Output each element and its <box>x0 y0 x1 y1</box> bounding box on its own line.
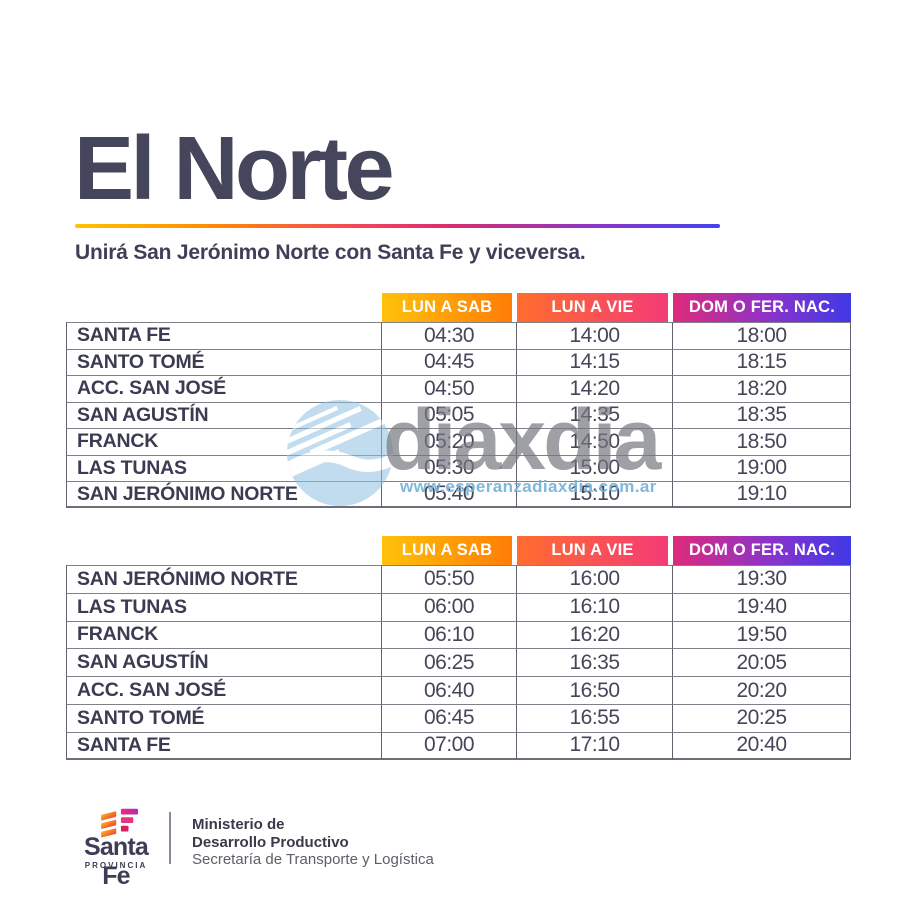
header-spacer <box>66 293 382 322</box>
station-cell: SAN JERÓNIMO NORTE <box>66 565 382 593</box>
col-header-lun-a-sab: LUN A SAB <box>382 293 517 322</box>
table-header-row: LUN A SAB LUN A VIE DOM O FER. NAC. <box>66 293 851 322</box>
station-cell: FRANCK <box>66 428 382 455</box>
table-row: SAN AGUSTÍN 05:05 14:35 18:35 <box>66 401 851 428</box>
time-cell: 16:50 <box>517 676 673 704</box>
table-row: SANTO TOMÉ 06:45 16:55 20:25 <box>66 703 851 732</box>
time-cell: 05:50 <box>382 565 517 593</box>
time-cell: 20:05 <box>673 648 851 677</box>
col-header-lun-a-vie: LUN A VIE <box>517 293 673 322</box>
table-row: FRANCK 05:20 14:50 18:50 <box>66 428 851 455</box>
page-title: El Norte <box>74 119 395 219</box>
col-header-dom-fer-nac: DOM O FER. NAC. <box>673 536 851 565</box>
time-cell: 14:00 <box>517 322 673 349</box>
timetable-return: LUN A SAB LUN A VIE DOM O FER. NAC. SAN … <box>66 536 851 760</box>
time-cell: 20:20 <box>673 676 851 704</box>
table-row: SANTA FE 04:30 14:00 18:00 <box>66 322 851 349</box>
table-row: SANTO TOMÉ 04:45 14:15 18:15 <box>66 348 851 375</box>
time-cell: 18:00 <box>673 322 851 349</box>
ministry-line-3: Secretaría de Transporte y Logística <box>192 851 434 868</box>
col-header-lun-a-vie: LUN A VIE <box>517 536 673 565</box>
table-row: SAN AGUSTÍN 06:25 16:35 20:05 <box>66 648 851 677</box>
station-cell: SAN AGUSTÍN <box>66 648 382 677</box>
ministry-line-2: Desarrollo Productivo <box>192 833 349 851</box>
table-row: FRANCK 06:10 16:20 19:50 <box>66 620 851 649</box>
table-row: SANTA FE 07:00 17:10 20:40 <box>66 731 851 760</box>
footer-divider <box>169 812 171 864</box>
station-cell: SAN AGUSTÍN <box>66 401 382 428</box>
time-cell: 04:45 <box>382 348 517 375</box>
time-cell: 18:50 <box>673 428 851 455</box>
time-cell: 05:30 <box>382 454 517 481</box>
time-cell: 14:35 <box>517 401 673 428</box>
time-cell: 20:25 <box>673 703 851 732</box>
time-cell: 18:20 <box>673 375 851 402</box>
time-cell: 04:30 <box>382 322 517 349</box>
ministry-line-1: Ministerio de <box>192 816 285 833</box>
time-cell: 19:10 <box>673 481 851 508</box>
table-header-row: LUN A SAB LUN A VIE DOM O FER. NAC. <box>66 536 851 565</box>
time-cell: 05:40 <box>382 481 517 508</box>
time-cell: 14:15 <box>517 348 673 375</box>
time-cell: 19:00 <box>673 454 851 481</box>
table-row: LAS TUNAS 06:00 16:10 19:40 <box>66 592 851 621</box>
time-cell: 19:30 <box>673 565 851 593</box>
time-cell: 17:10 <box>517 731 673 760</box>
time-cell: 05:20 <box>382 428 517 455</box>
time-cell: 06:10 <box>382 620 517 649</box>
station-cell: SANTO TOMÉ <box>66 703 382 732</box>
footer-brand-name: Santa Fe <box>83 833 149 890</box>
time-cell: 16:35 <box>517 648 673 677</box>
time-cell: 16:00 <box>517 565 673 593</box>
table-row: SAN JERÓNIMO NORTE 05:40 15:10 19:10 <box>66 481 851 508</box>
station-cell: ACC. SAN JOSÉ <box>66 375 382 402</box>
time-cell: 18:35 <box>673 401 851 428</box>
time-cell: 19:40 <box>673 592 851 621</box>
time-cell: 04:50 <box>382 375 517 402</box>
col-header-lun-a-sab: LUN A SAB <box>382 536 517 565</box>
col-header-dom-fer-nac: DOM O FER. NAC. <box>673 293 851 322</box>
santa-fe-logo-icon <box>101 808 138 838</box>
page-subtitle: Unirá San Jerónimo Norte con Santa Fe y … <box>75 241 586 264</box>
time-cell: 14:20 <box>517 375 673 402</box>
footer-ministry-block: Ministerio de Desarrollo Productivo Secr… <box>192 816 434 868</box>
time-cell: 16:55 <box>517 703 673 732</box>
station-cell: SAN JERÓNIMO NORTE <box>66 481 382 508</box>
timetable-outbound: LUN A SAB LUN A VIE DOM O FER. NAC. SANT… <box>66 293 851 508</box>
station-cell: LAS TUNAS <box>66 454 382 481</box>
time-cell: 06:45 <box>382 703 517 732</box>
table-row: LAS TUNAS 05:30 15:00 19:00 <box>66 454 851 481</box>
time-cell: 05:05 <box>382 401 517 428</box>
time-cell: 16:10 <box>517 592 673 621</box>
time-cell: 06:00 <box>382 592 517 621</box>
station-cell: SANTA FE <box>66 322 382 349</box>
gradient-underline <box>75 224 720 228</box>
station-cell: SANTA FE <box>66 731 382 760</box>
table-row: SAN JERÓNIMO NORTE 05:50 16:00 19:30 <box>66 565 851 593</box>
time-cell: 18:15 <box>673 348 851 375</box>
time-cell: 06:40 <box>382 676 517 704</box>
time-cell: 14:50 <box>517 428 673 455</box>
time-cell: 19:50 <box>673 620 851 649</box>
time-cell: 07:00 <box>382 731 517 760</box>
table-row: ACC. SAN JOSÉ 06:40 16:50 20:20 <box>66 676 851 704</box>
station-cell: ACC. SAN JOSÉ <box>66 676 382 704</box>
time-cell: 06:25 <box>382 648 517 677</box>
time-cell: 15:10 <box>517 481 673 508</box>
header-spacer <box>66 536 382 565</box>
footer-brand-subtitle: PROVINCIA <box>84 861 148 870</box>
station-cell: FRANCK <box>66 620 382 649</box>
station-cell: SANTO TOMÉ <box>66 348 382 375</box>
time-cell: 20:40 <box>673 731 851 760</box>
station-cell: LAS TUNAS <box>66 592 382 621</box>
time-cell: 16:20 <box>517 620 673 649</box>
time-cell: 15:00 <box>517 454 673 481</box>
table-row: ACC. SAN JOSÉ 04:50 14:20 18:20 <box>66 375 851 402</box>
